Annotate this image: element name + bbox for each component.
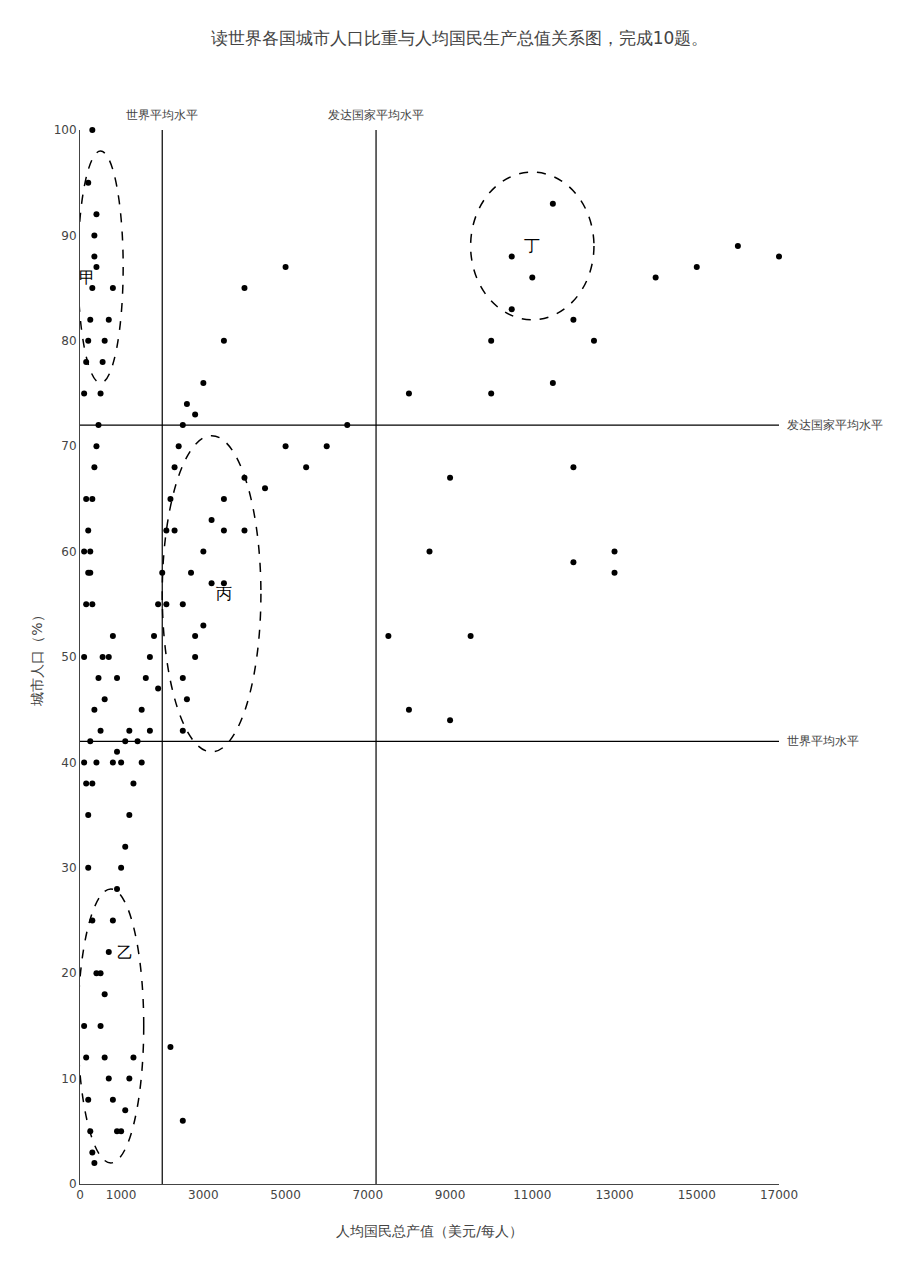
svg-text:世界平均水平: 世界平均水平 <box>787 734 859 748</box>
svg-text:丙: 丙 <box>216 584 232 603</box>
svg-text:读世界各国城市人口比重与人均国民生产总值关系图，完成10题。: 读世界各国城市人口比重与人均国民生产总值关系图，完成10题。 <box>211 28 709 48</box>
svg-text:40: 40 <box>61 756 76 770</box>
svg-text:100: 100 <box>54 123 77 137</box>
svg-text:30: 30 <box>61 861 76 875</box>
svg-text:20: 20 <box>61 966 76 980</box>
svg-text:15000: 15000 <box>678 1188 716 1202</box>
svg-text:乙: 乙 <box>117 943 133 962</box>
svg-text:90: 90 <box>61 229 76 243</box>
svg-text:世界平均水平: 世界平均水平 <box>126 108 198 122</box>
svg-text:17000: 17000 <box>760 1188 798 1202</box>
svg-text:11000: 11000 <box>513 1188 551 1202</box>
svg-text:0: 0 <box>69 1177 77 1191</box>
svg-text:城市人口（%）: 城市人口（%） <box>29 608 45 706</box>
svg-text:发达国家平均水平: 发达国家平均水平 <box>328 108 424 122</box>
svg-text:5000: 5000 <box>270 1188 301 1202</box>
svg-text:9000: 9000 <box>435 1188 466 1202</box>
svg-text:10: 10 <box>61 1072 76 1086</box>
svg-text:60: 60 <box>61 545 76 559</box>
svg-text:13000: 13000 <box>595 1188 633 1202</box>
svg-text:丁: 丁 <box>524 236 540 255</box>
svg-text:80: 80 <box>61 334 76 348</box>
svg-text:50: 50 <box>61 650 76 664</box>
svg-text:3000: 3000 <box>188 1188 219 1202</box>
svg-text:人均国民总产值（美元/每人）: 人均国民总产值（美元/每人） <box>336 1223 523 1239</box>
svg-text:1000: 1000 <box>106 1188 137 1202</box>
svg-text:0: 0 <box>76 1188 84 1202</box>
svg-text:发达国家平均水平: 发达国家平均水平 <box>787 418 883 432</box>
svg-text:70: 70 <box>61 439 76 453</box>
svg-text:7000: 7000 <box>353 1188 384 1202</box>
svg-text:甲: 甲 <box>79 268 95 287</box>
